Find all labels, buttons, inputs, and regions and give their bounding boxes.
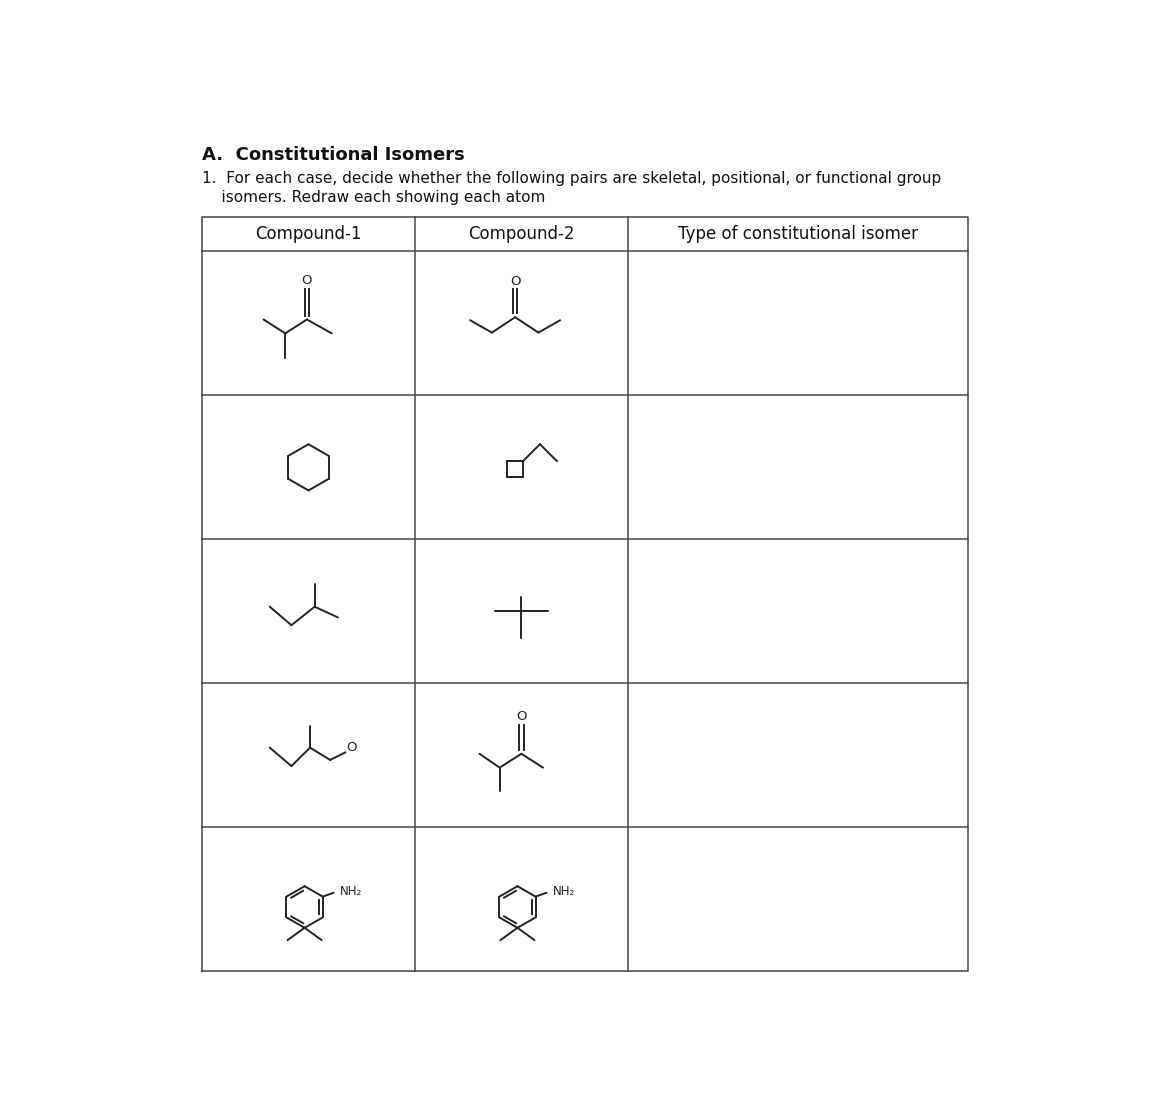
Text: isomers. Redraw each showing each atom: isomers. Redraw each showing each atom xyxy=(202,189,545,205)
Text: NH₂: NH₂ xyxy=(339,884,362,898)
Text: NH₂: NH₂ xyxy=(552,884,574,898)
Text: A.  Constitutional Isomers: A. Constitutional Isomers xyxy=(202,146,464,164)
Text: Compound-2: Compound-2 xyxy=(468,226,574,243)
Text: Compound-1: Compound-1 xyxy=(255,226,362,243)
Text: Type of constitutional isomer: Type of constitutional isomer xyxy=(677,226,917,243)
Text: O: O xyxy=(346,741,357,755)
Text: O: O xyxy=(302,275,312,287)
Text: 1.  For each case, decide whether the following pairs are skeletal, positional, : 1. For each case, decide whether the fol… xyxy=(202,170,942,186)
Text: O: O xyxy=(516,711,526,724)
Text: O: O xyxy=(510,275,521,288)
